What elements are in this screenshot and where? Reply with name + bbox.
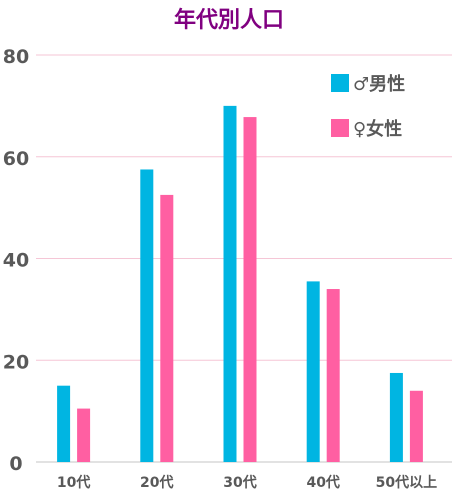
x-axis-ticks: 10代 20代 30代 40代 50代以上 <box>57 474 437 491</box>
y-axis-ticks: 0 20 40 60 80 <box>3 46 29 475</box>
y-tick-label: 60 <box>3 148 29 170</box>
x-tick-label: 30代 <box>223 474 256 491</box>
x-tick-label: 40代 <box>306 474 339 491</box>
x-tick-label: 50代以上 <box>376 474 437 491</box>
legend-swatch <box>331 119 349 137</box>
y-tick-label: 0 <box>9 453 22 475</box>
bar-female-5 <box>409 390 423 462</box>
x-tick-label: 20代 <box>140 474 173 491</box>
bar-male-4 <box>306 281 320 462</box>
legend-label: ♀女性 <box>353 118 402 140</box>
bar-male-5 <box>389 372 403 462</box>
legend-label: ♂男性 <box>353 73 405 95</box>
bar-male-1 <box>57 385 71 462</box>
chart-title: 年代別人口 <box>174 7 284 33</box>
y-tick-label: 40 <box>3 250 29 272</box>
bar-male-3 <box>223 105 237 462</box>
legend-swatch <box>331 74 349 92</box>
bar-female-1 <box>77 408 91 462</box>
bar-female-2 <box>160 194 174 462</box>
bar-female-4 <box>326 289 340 462</box>
bar-female-3 <box>243 117 257 462</box>
y-tick-label: 80 <box>3 46 29 68</box>
legend: ♂男性 ♀女性 <box>331 73 405 140</box>
x-tick-label: 10代 <box>57 474 90 491</box>
y-tick-label: 20 <box>3 351 29 373</box>
bars <box>57 105 423 462</box>
bar-male-2 <box>140 169 154 462</box>
